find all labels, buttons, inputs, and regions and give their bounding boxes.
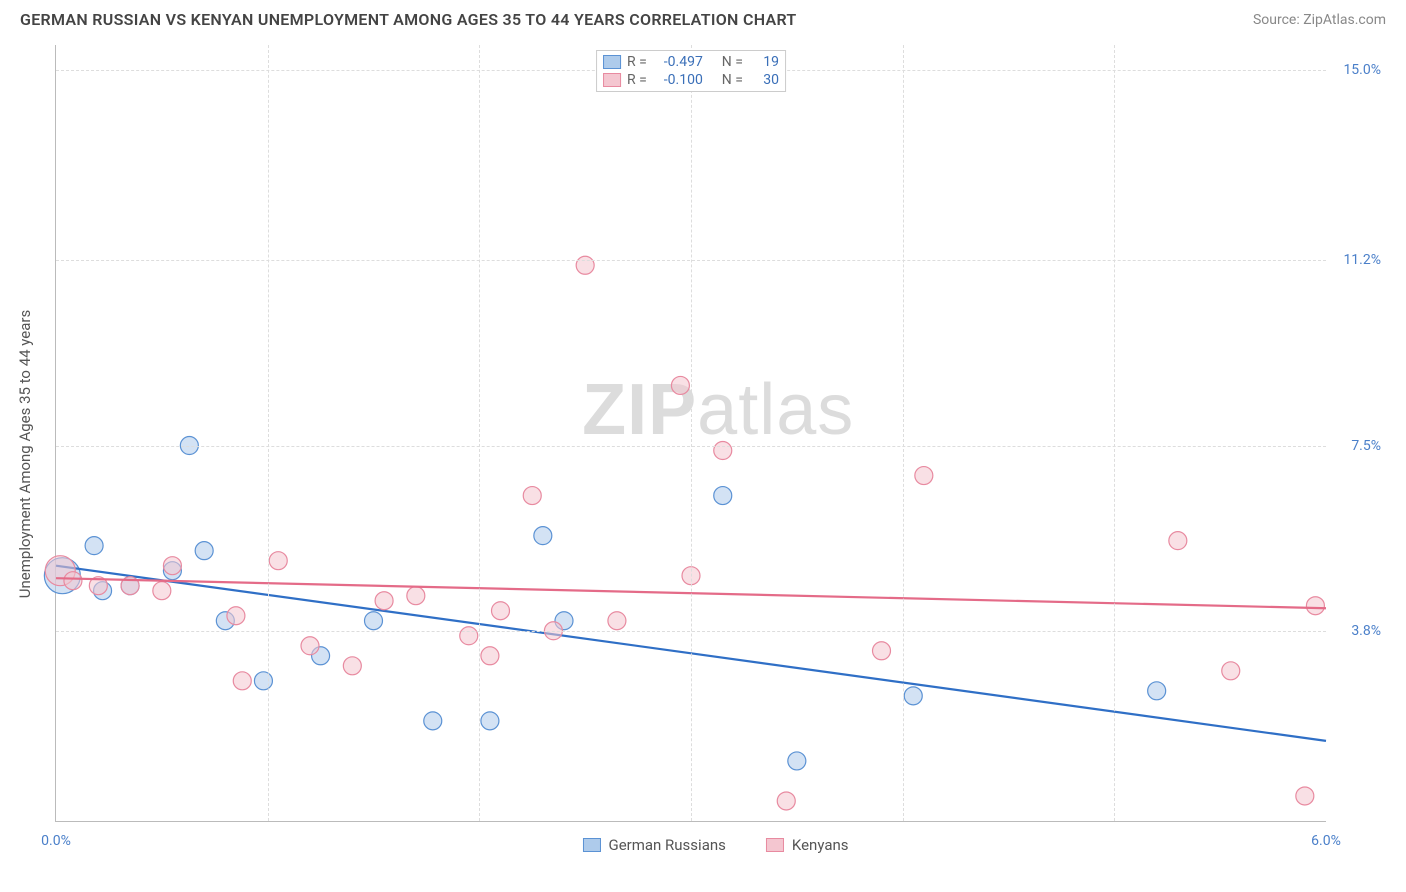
stat-r-label: R = (627, 72, 647, 88)
scatter-point (1296, 787, 1314, 805)
scatter-point (714, 487, 732, 505)
legend-swatch-icon (766, 838, 784, 852)
stat-r-label: R = (627, 54, 647, 70)
scatter-point (301, 637, 319, 655)
y-tick-label: 7.5% (1351, 438, 1381, 454)
gridline-v (268, 45, 269, 821)
scatter-point (534, 527, 552, 545)
scatter-point (576, 256, 594, 274)
scatter-point (714, 442, 732, 460)
legend-stats: R = -0.497 N = 19 R = -0.100 N = 30 (596, 50, 786, 92)
scatter-point (85, 537, 103, 555)
y-axis-label: Unemployment Among Ages 35 to 44 years (16, 309, 34, 597)
scatter-point (64, 572, 82, 590)
scatter-point (904, 687, 922, 705)
y-tick-label: 11.2% (1343, 252, 1381, 268)
gridline-v (1114, 45, 1115, 821)
scatter-point (269, 552, 287, 570)
stat-n-label: N = (722, 72, 743, 88)
legend-series-item: Kenyans (766, 836, 849, 854)
gridline-v (903, 45, 904, 821)
scatter-point (153, 582, 171, 600)
scatter-point (1148, 682, 1166, 700)
scatter-point (788, 752, 806, 770)
legend-series-label: German Russians (608, 836, 725, 854)
scatter-point (424, 712, 442, 730)
y-tick-label: 15.0% (1343, 62, 1381, 78)
legend-swatch-icon (603, 73, 621, 87)
scatter-point (343, 657, 361, 675)
scatter-point (233, 672, 251, 690)
legend-series: German Russians Kenyans (582, 836, 848, 854)
stat-n-value: 30 (749, 72, 779, 88)
stat-n-label: N = (722, 54, 743, 70)
scatter-point (163, 557, 181, 575)
scatter-point (873, 642, 891, 660)
chart-title: GERMAN RUSSIAN VS KENYAN UNEMPLOYMENT AM… (20, 10, 797, 29)
x-tick-label: 6.0% (1311, 833, 1341, 849)
plot-area: ZIPatlas R =-0.497 N =19R =-0.100 N =30 … (55, 45, 1326, 822)
scatter-point (492, 602, 510, 620)
scatter-point (608, 612, 626, 630)
scatter-point (915, 467, 933, 485)
stat-r-value: -0.100 (653, 72, 703, 88)
legend-stats-row: R = -0.497 N = 19 (603, 53, 779, 71)
legend-swatch-icon (582, 838, 600, 852)
scatter-point (407, 587, 425, 605)
gridline-v (691, 45, 692, 821)
x-tick-label: 0.0% (41, 833, 71, 849)
scatter-point (481, 712, 499, 730)
y-tick-label: 3.8% (1351, 623, 1381, 639)
scatter-point (227, 607, 245, 625)
scatter-point (1169, 532, 1187, 550)
legend-stats-row: R = -0.100 N = 30 (603, 71, 779, 89)
gridline-v (479, 45, 480, 821)
scatter-point (195, 542, 213, 560)
scatter-point (671, 376, 689, 394)
scatter-point (365, 612, 383, 630)
scatter-point (1222, 662, 1240, 680)
legend-series-label: Kenyans (792, 836, 849, 854)
stat-n-value: 19 (749, 54, 779, 70)
scatter-point (481, 647, 499, 665)
legend-swatch-icon (603, 55, 621, 69)
stat-r-value: -0.497 (653, 54, 703, 70)
source-label: Source: ZipAtlas.com (1253, 12, 1386, 28)
scatter-point (777, 792, 795, 810)
chart-container: Unemployment Among Ages 35 to 44 years Z… (45, 45, 1386, 862)
scatter-point (460, 627, 478, 645)
legend-series-item: German Russians (582, 836, 725, 854)
scatter-point (1306, 597, 1324, 615)
scatter-point (375, 592, 393, 610)
scatter-point (523, 487, 541, 505)
scatter-point (254, 672, 272, 690)
